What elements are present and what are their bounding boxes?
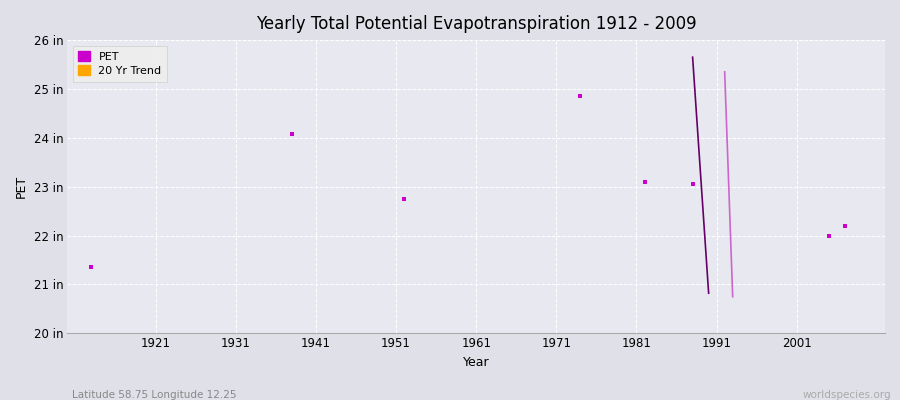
Point <box>85 264 99 270</box>
Title: Yearly Total Potential Evapotranspiration 1912 - 2009: Yearly Total Potential Evapotranspiratio… <box>256 15 697 33</box>
Text: worldspecies.org: worldspecies.org <box>803 390 891 400</box>
Y-axis label: PET: PET <box>15 175 28 198</box>
Point <box>838 222 852 229</box>
Point <box>822 232 836 239</box>
Point <box>397 196 411 202</box>
Point <box>284 131 299 137</box>
Point <box>573 93 588 100</box>
Legend: PET, 20 Yr Trend: PET, 20 Yr Trend <box>73 46 167 82</box>
Point <box>686 181 700 188</box>
Point <box>637 179 652 185</box>
Text: Latitude 58.75 Longitude 12.25: Latitude 58.75 Longitude 12.25 <box>72 390 237 400</box>
X-axis label: Year: Year <box>463 356 490 369</box>
